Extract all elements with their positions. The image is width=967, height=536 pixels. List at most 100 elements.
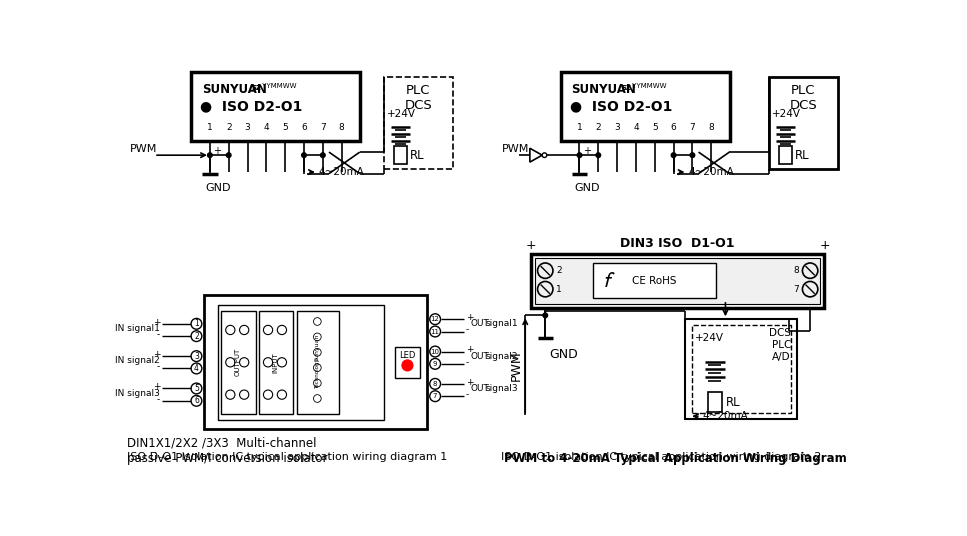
Text: 4~20mA: 4~20mA <box>702 411 748 421</box>
Circle shape <box>320 153 325 158</box>
Circle shape <box>542 313 547 318</box>
Text: ISO D-O1 isolation IC typical application wiring diagram 2: ISO D-O1 isolation IC typical applicatio… <box>501 452 821 461</box>
Text: GND: GND <box>205 183 231 193</box>
Text: LED: LED <box>399 351 416 360</box>
Text: 7: 7 <box>433 393 437 399</box>
Text: 11: 11 <box>430 329 440 334</box>
Bar <box>593 263 717 299</box>
Text: 10: 10 <box>430 348 440 354</box>
Text: 6: 6 <box>301 123 307 132</box>
Text: 7: 7 <box>320 123 326 132</box>
Text: ●  ISO D2-O1: ● ISO D2-O1 <box>200 100 303 114</box>
Text: +: + <box>525 239 536 252</box>
Text: 6: 6 <box>671 123 677 132</box>
Text: OUTPUT: OUTPUT <box>235 348 241 376</box>
Bar <box>395 146 407 165</box>
Text: INPUT: INPUT <box>273 352 278 373</box>
Bar <box>191 72 361 142</box>
Text: -: - <box>466 358 469 367</box>
Text: 1: 1 <box>194 319 199 329</box>
Text: +24V: +24V <box>772 109 801 119</box>
Text: YYMMWW: YYMMWW <box>260 83 297 89</box>
Text: 4~20mA: 4~20mA <box>689 167 734 177</box>
Text: RL: RL <box>725 396 740 409</box>
Text: +: + <box>153 318 161 327</box>
Bar <box>218 304 384 420</box>
Text: sz: sz <box>622 83 631 92</box>
Bar <box>221 311 255 414</box>
Text: CE RoHS: CE RoHS <box>632 276 677 286</box>
Text: YYMMWW: YYMMWW <box>630 83 666 89</box>
Text: 3: 3 <box>614 123 620 132</box>
Circle shape <box>302 153 307 158</box>
Text: GND: GND <box>574 183 601 193</box>
Text: 7: 7 <box>689 123 695 132</box>
Text: RL: RL <box>410 148 425 162</box>
Text: 6: 6 <box>194 396 199 405</box>
Bar <box>532 254 824 308</box>
Text: 7: 7 <box>794 285 800 294</box>
Bar <box>384 77 453 169</box>
Bar <box>297 311 338 414</box>
Bar <box>708 392 721 412</box>
Text: DCS
PLC
A/D: DCS PLC A/D <box>769 329 791 362</box>
Text: signal2: signal2 <box>485 352 517 361</box>
Text: signal3: signal3 <box>485 384 517 393</box>
Text: 1: 1 <box>207 123 213 132</box>
Text: +: + <box>819 239 830 252</box>
Text: PLC
DCS: PLC DCS <box>789 84 817 113</box>
Bar <box>686 319 797 419</box>
Text: OUT: OUT <box>471 352 489 361</box>
Bar <box>204 295 427 429</box>
Bar <box>259 311 293 414</box>
Text: +: + <box>153 350 161 359</box>
Text: +24V: +24V <box>387 109 416 119</box>
Text: +24V: +24V <box>694 333 723 343</box>
Text: 4: 4 <box>633 123 639 132</box>
Text: PLC
DCS: PLC DCS <box>404 84 432 113</box>
Text: -: - <box>466 390 469 399</box>
Text: Sunyuan: Sunyuan <box>315 333 320 361</box>
Text: -: - <box>157 395 161 404</box>
Text: 2: 2 <box>596 123 601 132</box>
Text: +: + <box>466 346 474 354</box>
Text: OUT: OUT <box>471 319 489 329</box>
Text: PWM to 4-20mA Typical Application Wiring Diagram: PWM to 4-20mA Typical Application Wiring… <box>505 452 847 465</box>
Text: 8: 8 <box>433 381 437 387</box>
Text: 8: 8 <box>338 123 344 132</box>
Circle shape <box>577 153 582 158</box>
Text: 8: 8 <box>794 266 800 275</box>
Text: DIN3 ISO  D1-O1: DIN3 ISO D1-O1 <box>621 237 735 250</box>
Text: PWM: PWM <box>130 144 157 154</box>
Text: OUT: OUT <box>471 384 489 393</box>
Text: -: - <box>466 325 469 334</box>
Bar <box>561 72 730 142</box>
Text: 2: 2 <box>194 332 199 341</box>
Bar <box>769 77 837 169</box>
Text: IN signal1: IN signal1 <box>115 324 160 333</box>
Text: 4~20mA: 4~20mA <box>318 167 365 177</box>
Text: +: + <box>466 313 474 322</box>
Text: IN signal2: IN signal2 <box>115 356 160 365</box>
Text: 5: 5 <box>652 123 658 132</box>
Text: 1: 1 <box>556 285 562 294</box>
Text: ISO D-O1 isolation IC typical application wiring diagram 1: ISO D-O1 isolation IC typical applicatio… <box>127 452 448 461</box>
Text: PWM: PWM <box>502 144 530 154</box>
Text: -: - <box>157 330 161 339</box>
Text: +: + <box>466 378 474 387</box>
Text: Technology: Technology <box>315 359 320 389</box>
Text: 2: 2 <box>556 266 562 275</box>
Text: signal1: signal1 <box>485 319 517 329</box>
Circle shape <box>596 153 601 158</box>
Text: SUNYUAN: SUNYUAN <box>571 83 636 96</box>
Text: SUNYUAN: SUNYUAN <box>202 83 267 96</box>
Text: 1: 1 <box>576 123 582 132</box>
Text: PWM: PWM <box>510 350 522 381</box>
Text: $\mathcal{f}$: $\mathcal{f}$ <box>601 271 615 291</box>
Text: 4: 4 <box>264 123 269 132</box>
Circle shape <box>402 360 413 371</box>
Text: 3: 3 <box>245 123 250 132</box>
Text: -: - <box>157 362 161 371</box>
Text: ●  ISO D2-O1: ● ISO D2-O1 <box>570 100 672 114</box>
Text: sz: sz <box>251 83 262 92</box>
